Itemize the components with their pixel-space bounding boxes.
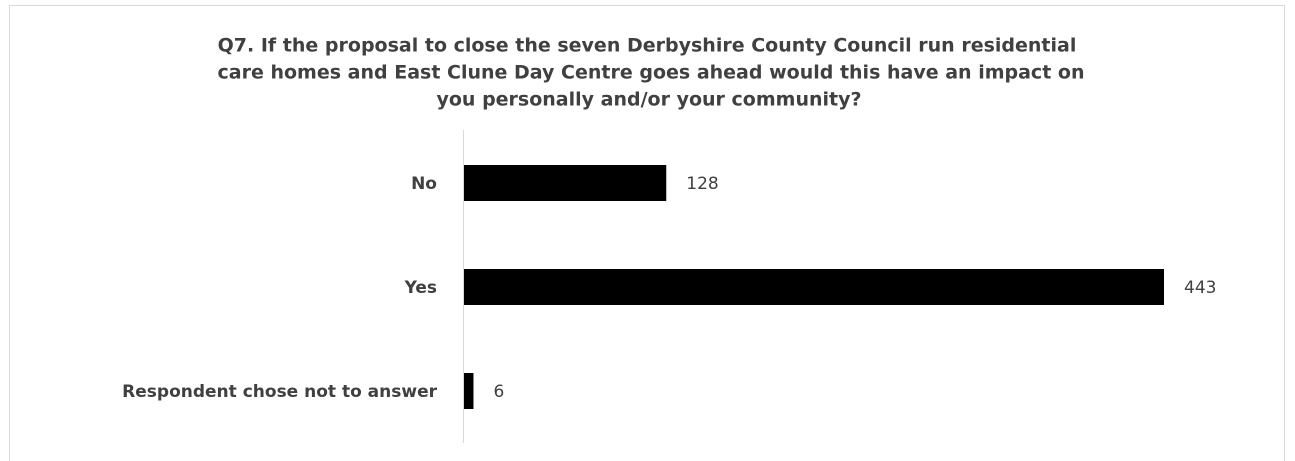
value-label: 128 [686,174,718,194]
bar [464,373,474,409]
value-label: 6 [493,382,504,402]
chart-title: Q7. If the proposal to close the seven D… [218,35,1077,57]
chart-title: you personally and/or your community? [436,89,861,111]
category-label: Yes [404,278,437,298]
chart-frame [9,5,1285,461]
value-label: 443 [1184,278,1216,298]
bar [464,165,667,201]
bar [464,269,1164,305]
chart-title: care homes and East Clune Day Centre goe… [218,62,1085,84]
category-label: No [411,174,437,194]
category-label: Respondent chose not to answer [122,382,437,402]
